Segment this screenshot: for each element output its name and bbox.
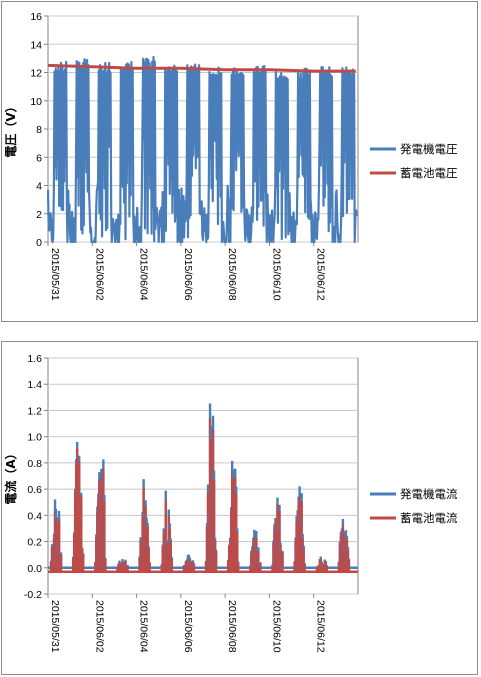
voltage-chart-panel: 0 2 4 6 8 10 12 14 16 2015/05/31 2015/06/02 2015/06…	[1, 1, 478, 322]
y-tick-label: 14	[30, 39, 42, 51]
y-tick-label: 0.2	[27, 537, 42, 549]
x-tick-label: 2015/06/04	[138, 600, 150, 653]
y-tick-label: 12	[30, 68, 42, 80]
x-tick-label: 2015/05/31	[49, 248, 61, 301]
y-tick-label: 1.2	[27, 405, 42, 417]
y-tick-label: 8	[36, 124, 42, 136]
y-tick-label: 0.4	[27, 510, 42, 522]
y-tick-label: 6	[36, 152, 42, 164]
legend-label: 蓄電池電流	[400, 511, 458, 525]
x-tick-label: 2015/06/12	[315, 600, 327, 653]
y-axis-label: 電圧（V）	[3, 100, 18, 157]
x-tick-label: 2015/06/08	[226, 600, 238, 653]
y-tick-label: 0.8	[27, 458, 42, 470]
x-tick-label: 2015/06/02	[93, 600, 105, 653]
x-tick-label: 2015/06/10	[270, 248, 282, 301]
y-tick-label: 10	[30, 96, 42, 108]
x-tick-label: 2015/06/06	[182, 600, 194, 653]
series-generator-voltage-line	[46, 55, 359, 244]
y-tick-label: -0.2	[24, 589, 42, 601]
x-tick-label: 2015/06/10	[270, 600, 282, 653]
y-tick-label: 1.4	[27, 379, 42, 391]
legend-label: 発電機電圧	[400, 142, 458, 156]
y-tick-label: 16	[30, 11, 42, 23]
series-battery-voltage-line	[47, 63, 356, 73]
x-tick-label: 2015/06/12	[315, 248, 327, 301]
x-tick-label: 2015/05/31	[49, 600, 61, 653]
x-tick-label: 2015/06/08	[226, 248, 238, 301]
x-tick-label: 2015/06/06	[182, 248, 194, 301]
y-tick-label: 2	[36, 209, 42, 221]
y-tick-label: 1.6	[27, 353, 42, 365]
current-chart-panel: -0.2 0.0 0.2 0.4 0.6 0.8 1.0 1.2 1.4 1.6 2015/05/3…	[1, 341, 478, 675]
y-tick-label: 0.6	[27, 484, 42, 496]
voltage-chart: 0 2 4 6 8 10 12 14 16 2015/05/31 2015/06/02 2015/06…	[3, 11, 458, 301]
y-axis-label: 電流（A）	[3, 447, 18, 504]
y-tick-label: 0.0	[27, 563, 42, 575]
y-tick-label: 0	[36, 237, 42, 249]
current-chart: -0.2 0.0 0.2 0.4 0.6 0.8 1.0 1.2 1.4 1.6 2015/05/3…	[3, 353, 458, 653]
legend-label: 蓄電池電圧	[400, 166, 458, 180]
x-tick-label: 2015/06/04	[138, 248, 150, 301]
y-tick-label: 1.0	[27, 432, 42, 444]
x-tick-label: 2015/06/02	[93, 248, 105, 301]
legend-label: 発電機電流	[400, 487, 458, 501]
y-tick-label: 4	[36, 181, 42, 193]
plot-area	[47, 357, 359, 595]
